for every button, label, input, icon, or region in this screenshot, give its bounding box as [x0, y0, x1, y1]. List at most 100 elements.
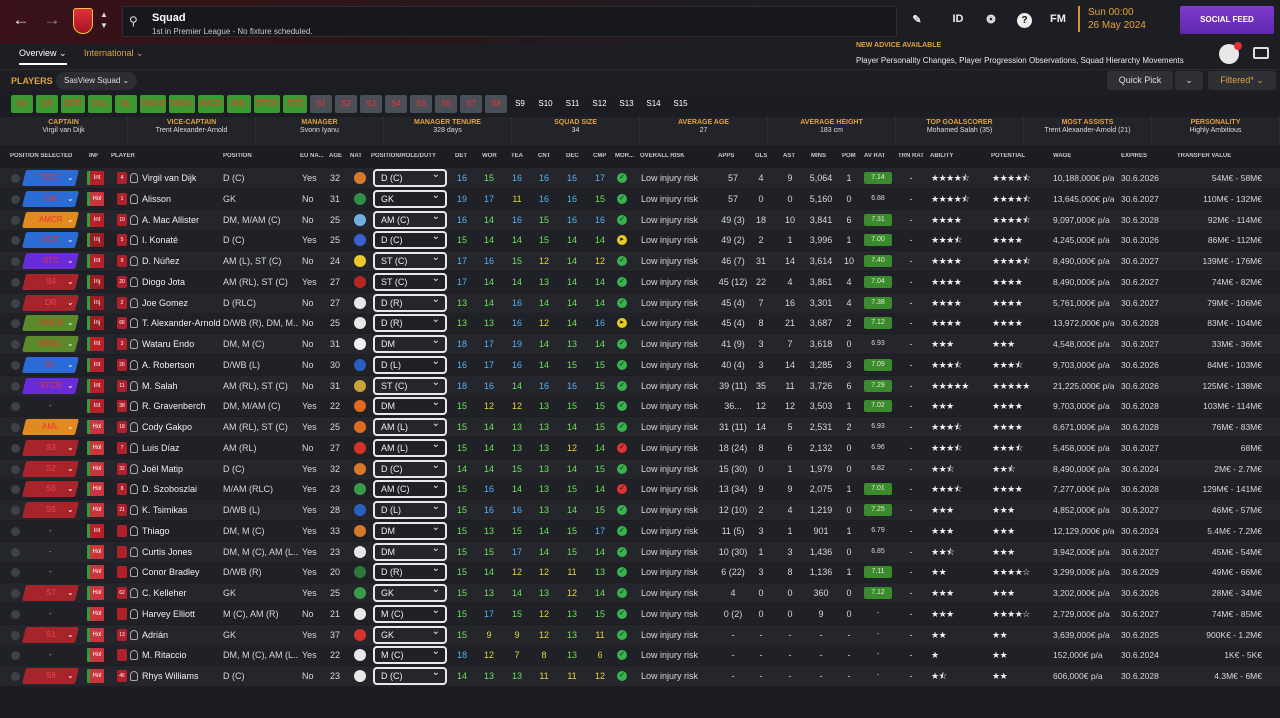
row-select-radio[interactable]: [11, 672, 20, 681]
position-selected-badge[interactable]: S5 ⌄: [22, 502, 79, 518]
position-chip[interactable]: GK: [11, 95, 33, 113]
nationality-flag-icon[interactable]: [354, 234, 366, 247]
social-feed-button[interactable]: SOCIAL FEED: [1180, 6, 1274, 34]
column-header[interactable]: POM: [842, 153, 856, 159]
tab-overview[interactable]: Overview ⌄: [19, 48, 67, 65]
position-selected-badge[interactable]: -: [22, 398, 79, 414]
nationality-flag-icon[interactable]: [354, 255, 366, 267]
column-header[interactable]: WAGE: [1053, 153, 1072, 159]
position-chip[interactable]: AML: [227, 95, 251, 113]
nationality-flag-icon[interactable]: [354, 379, 366, 392]
player-name[interactable]: T. Alexander-Arnold: [142, 318, 220, 329]
position-selected-badge[interactable]: DR ⌄: [22, 294, 79, 311]
table-row[interactable]: - Int 38 R. Gravenberch DM, M/AM (C) Yes 22 DM 1…: [0, 396, 1280, 417]
column-header[interactable]: EXPIRES: [1121, 153, 1148, 159]
row-select-radio[interactable]: [11, 236, 20, 246]
player-name[interactable]: M. Salah: [142, 380, 178, 391]
position-chip[interactable]: S8: [485, 95, 507, 113]
nationality-flag-icon[interactable]: [354, 483, 366, 496]
column-header[interactable]: POSITION/ROLE/DUTY: [371, 153, 437, 159]
tab-international[interactable]: International ⌄: [84, 48, 144, 58]
row-select-radio[interactable]: [11, 506, 20, 515]
column-header[interactable]: APPS: [718, 153, 735, 159]
position-selected-badge[interactable]: S1 ⌄: [22, 626, 79, 643]
column-header[interactable]: INF: [89, 153, 99, 159]
position-selected-badge[interactable]: GK ⌄: [22, 190, 79, 207]
table-row[interactable]: S5 ⌄ Hol 21 K. Tsimikas D/WB (L) Yes 28 D (L) 15…: [0, 500, 1280, 520]
position-chip[interactable]: DCL: [88, 95, 112, 113]
row-select-radio[interactable]: [11, 589, 20, 598]
player-name[interactable]: Harvey Elliott: [142, 608, 196, 619]
nationality-flag-icon[interactable]: [354, 670, 366, 682]
row-select-radio[interactable]: [11, 423, 20, 432]
position-selected-badge[interactable]: S7 ⌄: [22, 585, 79, 601]
player-name[interactable]: K. Tsimikas: [142, 505, 188, 515]
fm-button[interactable]: FM: [1050, 13, 1066, 25]
player-name[interactable]: I. Konaté: [142, 235, 179, 246]
row-select-radio[interactable]: [11, 485, 20, 495]
table-row[interactable]: - Hol Harvey Elliott M (C), AM (R) No 21 M (C)…: [0, 603, 1280, 624]
nationality-flag-icon[interactable]: [354, 587, 366, 599]
table-row[interactable]: AMCR ⌄ Int 10 A. Mac Allister DM, M/AM (C) No…: [0, 209, 1280, 230]
position-chip[interactable]: S4: [385, 95, 407, 113]
column-header[interactable]: POTENTIAL: [991, 153, 1025, 159]
row-select-radio[interactable]: [11, 609, 20, 619]
player-name[interactable]: C. Kelleher: [142, 588, 187, 598]
position-chip[interactable]: S1: [310, 95, 332, 113]
column-header[interactable]: GLS: [755, 153, 768, 159]
position-chip[interactable]: S2: [335, 95, 357, 113]
role-duty-dropdown[interactable]: ST (C): [373, 376, 447, 395]
brain-icon[interactable]: ❂: [986, 14, 996, 26]
table-row[interactable]: GK ⌄ Hol 1 Alisson GK No 31 GK 19 17 11 16 16 15 ✓ Low …: [0, 188, 1280, 209]
role-duty-dropdown[interactable]: D (C): [373, 230, 447, 250]
position-chip[interactable]: S3: [360, 95, 382, 113]
column-header[interactable]: AGE: [329, 153, 343, 159]
position-selected-badge[interactable]: DCL ⌄: [22, 170, 79, 186]
column-header[interactable]: ABILITY: [930, 153, 954, 159]
position-chip[interactable]: S7: [460, 95, 482, 113]
position-chip[interactable]: DL: [115, 95, 137, 113]
column-header[interactable]: PLAYER: [111, 153, 135, 159]
player-name[interactable]: Diogo Jota: [142, 276, 186, 287]
table-row[interactable]: AML ⌄ Hol 18 Cody Gakpo AM (RL), ST (C) Yes 25…: [0, 417, 1280, 437]
column-header[interactable]: DET: [455, 153, 467, 159]
table-row[interactable]: - Hol M. Ritaccio DM, M (C), AM (L... Yes 22 M…: [0, 645, 1280, 666]
table-row[interactable]: DL ⌄ Int 26 A. Robertson D/WB (L) No 30 D (L) 16…: [0, 354, 1280, 375]
table-row[interactable]: S4 ⌄ Inj 20 Diogo Jota AM (RL), ST (C) Yes 27 S…: [0, 271, 1280, 292]
position-selected-badge[interactable]: DCR ⌄: [22, 232, 79, 249]
column-header[interactable]: TRN RAT: [898, 153, 924, 159]
position-selected-badge[interactable]: -: [22, 606, 79, 622]
column-header[interactable]: TEA: [511, 153, 523, 159]
player-name[interactable]: Thiago: [142, 525, 170, 536]
table-row[interactable]: DMCR ⌄ Inj 66 T. Alexander-Arnold D/WB (R), …: [0, 313, 1280, 334]
role-duty-dropdown[interactable]: M (C): [373, 604, 447, 623]
position-selected-badge[interactable]: -: [22, 647, 79, 663]
player-name[interactable]: D. Núñez: [142, 256, 180, 266]
role-duty-dropdown[interactable]: D (R): [373, 313, 447, 333]
position-chip[interactable]: S5: [410, 95, 432, 113]
player-name[interactable]: Alisson: [142, 193, 172, 204]
role-duty-dropdown[interactable]: ST (C): [373, 251, 447, 270]
player-name[interactable]: A. Robertson: [142, 359, 195, 370]
row-select-radio[interactable]: [11, 319, 20, 329]
nationality-flag-icon[interactable]: [354, 421, 366, 433]
player-name[interactable]: Joël Matip: [142, 463, 184, 474]
role-duty-dropdown[interactable]: DM: [373, 521, 447, 540]
column-header[interactable]: NAT: [350, 153, 362, 159]
position-selected-badge[interactable]: DL ⌄: [22, 356, 79, 373]
row-select-radio[interactable]: [11, 402, 20, 412]
nationality-flag-icon[interactable]: [354, 192, 366, 205]
position-selected-badge[interactable]: AML ⌄: [22, 419, 79, 435]
position-selected-badge[interactable]: S6 ⌄: [22, 481, 79, 498]
role-duty-dropdown[interactable]: M (C): [373, 645, 447, 665]
position-selected-badge[interactable]: -: [22, 564, 79, 580]
role-duty-dropdown[interactable]: D (C): [373, 459, 447, 478]
column-header[interactable]: EU NA...: [300, 153, 324, 159]
role-duty-dropdown[interactable]: DM: [373, 542, 447, 561]
player-name[interactable]: R. Gravenberch: [142, 401, 206, 412]
table-row[interactable]: DCL ⌄ Int 4 Virgil van Dijk D (C) Yes 32 D (C) 1…: [0, 168, 1280, 188]
person-icon[interactable]: [1219, 42, 1242, 64]
position-chip[interactable]: S6: [435, 95, 457, 113]
row-select-radio[interactable]: [11, 360, 20, 370]
position-chip[interactable]: S11: [565, 99, 580, 108]
